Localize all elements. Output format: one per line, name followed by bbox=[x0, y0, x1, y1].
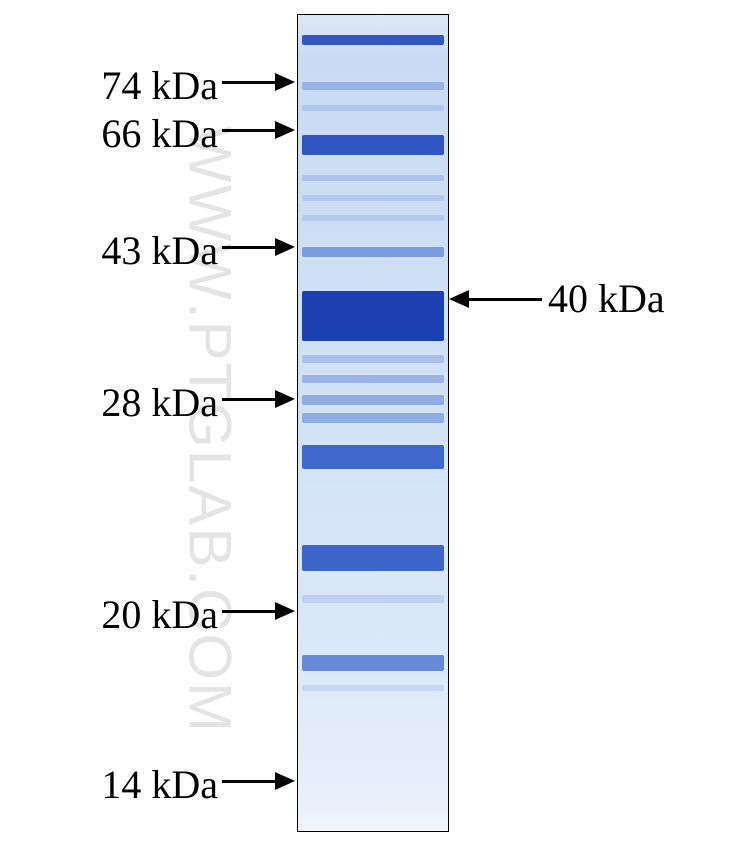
mw-marker-text: 43 kDa bbox=[101, 227, 218, 274]
mw-marker-label: 20 kDa bbox=[101, 587, 218, 638]
mw-marker-text: 20 kDa bbox=[101, 591, 218, 638]
gel-band bbox=[302, 655, 444, 671]
mw-marker-text: 28 kDa bbox=[101, 379, 218, 426]
gel-band bbox=[302, 595, 444, 603]
gel-lane bbox=[297, 14, 449, 832]
gel-band bbox=[302, 247, 444, 257]
mw-marker-text: 74 kDa bbox=[101, 62, 218, 109]
gel-band bbox=[302, 445, 444, 469]
mw-marker-text: 14 kDa bbox=[101, 761, 218, 808]
mw-marker-label: 14 kDa bbox=[101, 757, 218, 808]
mw-marker-label: 74 kDa bbox=[101, 58, 218, 109]
gel-band bbox=[302, 545, 444, 571]
gel-band bbox=[302, 685, 444, 691]
gel-band bbox=[302, 105, 444, 111]
gel-band bbox=[302, 195, 444, 201]
gel-band bbox=[302, 175, 444, 181]
gel-band bbox=[302, 35, 444, 45]
mw-marker-label: 43 kDa bbox=[101, 223, 218, 274]
target-mw-text: 40 kDa bbox=[548, 276, 665, 321]
gel-band bbox=[302, 135, 444, 155]
gel-band bbox=[302, 375, 444, 383]
watermark: WWW.PTGLAB.COM bbox=[176, 126, 245, 734]
mw-marker-text: 66 kDa bbox=[101, 110, 218, 157]
gel-band bbox=[302, 82, 444, 90]
mw-marker-label: 28 kDa bbox=[101, 375, 218, 426]
gel-band bbox=[302, 395, 444, 405]
gel-band bbox=[302, 355, 444, 363]
gel-figure: WWW.PTGLAB.COM 74 kDa66 kDa 43 kDa 28 kDa 2… bbox=[0, 0, 740, 853]
gel-band bbox=[302, 291, 444, 341]
gel-band bbox=[302, 413, 444, 423]
gel-band bbox=[302, 215, 444, 221]
mw-marker-label: 66 kDa bbox=[101, 106, 218, 157]
target-mw-label: 40 kDa bbox=[548, 275, 665, 322]
